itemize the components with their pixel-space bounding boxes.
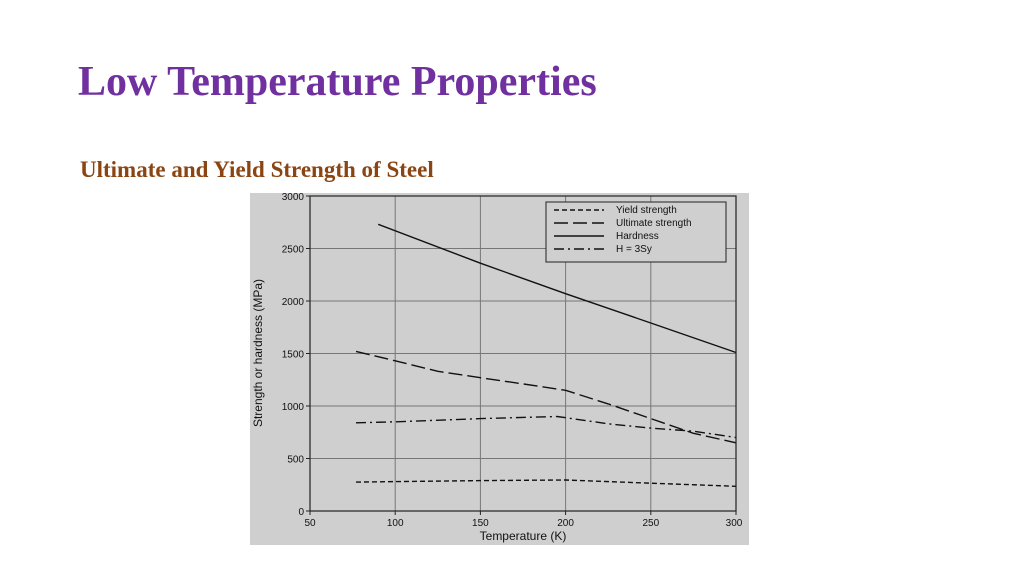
y-axis-label: Strength or hardness (MPa) [251,279,265,427]
grid [309,195,737,512]
legend: Yield strength Ultimate strength Hardness H… [545,201,727,263]
chart-image: 50 100 150 200 250 300 0 500 1000 1500 2000 2500 300… [250,193,749,545]
series-line-3 [377,223,737,354]
y-tick-label: 1000 [282,402,305,413]
x-tick-label: 250 [642,518,659,529]
series-line-1 [355,479,737,487]
series-line-4 [355,415,737,439]
legend-label: Ultimate strength [616,218,692,229]
x-tick-label: 100 [387,518,404,529]
x-tick-label: 50 [304,518,316,529]
series-line-2 [355,350,737,444]
y-tick-label: 500 [287,455,304,466]
tick-labels: 50 100 150 200 250 30005001000150020002500300… [282,193,743,529]
legend-label: Hardness [616,231,659,242]
y-tick-label: 3000 [282,193,305,203]
x-tick-label: 200 [557,518,574,529]
legend-label: Yield strength [616,205,677,216]
legend-box [545,201,727,263]
y-tick-label: 1500 [282,350,305,361]
legend-label: H = 3Sy [616,244,652,255]
line-chart: 50 100 150 200 250 30005001000150020002500300… [251,193,743,543]
slide-title: Low Temperature Properties [78,59,597,105]
y-tick-label: 0 [298,507,304,518]
slide-subtitle: Ultimate and Yield Strength of Steel [80,157,434,182]
x-axis-label: Temperature (K) [480,529,567,543]
y-tick-label: 2000 [282,297,305,308]
x-tick-label: 300 [726,518,743,529]
y-tick-label: 2500 [282,245,305,256]
series-group [355,223,737,487]
x-tick-label: 150 [472,518,489,529]
